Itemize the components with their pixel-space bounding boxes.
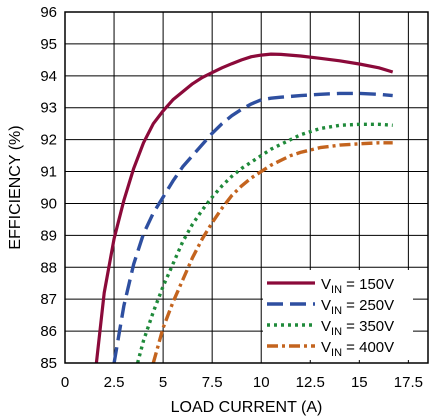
series-line <box>94 52 394 364</box>
series-line <box>151 141 393 364</box>
y-tick-label: 94 <box>40 68 57 85</box>
x-tick-label: 7.5 <box>202 374 223 391</box>
plot-frame <box>64 11 429 364</box>
y-tick-label: 86 <box>40 323 57 340</box>
series-layer <box>94 52 394 364</box>
legend-background <box>263 270 413 360</box>
y-tick-label: 91 <box>40 164 57 181</box>
x-axis-label: LOAD CURRENT (A) <box>171 399 323 416</box>
legend-label: VIN = 150V <box>321 276 394 296</box>
series-line <box>112 91 393 364</box>
y-tick-label: 92 <box>40 132 57 149</box>
x-tick-label: 17.5 <box>394 374 423 391</box>
y-tick-labels: 85 86 87 88 89 90 91 92 93 94 95 96 <box>40 4 57 372</box>
grid <box>65 12 428 363</box>
y-tick-label: 85 <box>40 355 57 372</box>
y-tick-label: 95 <box>40 36 57 53</box>
x-tick-label: 0 <box>61 374 69 391</box>
x-tick-label: 15 <box>351 374 368 391</box>
legend-label: VIN = 400V <box>321 339 394 359</box>
x-tick-label: 10 <box>253 374 270 391</box>
y-tick-label: 93 <box>40 100 57 117</box>
x-tick-label: 5 <box>159 374 167 391</box>
legend-label: VIN = 250V <box>321 297 394 317</box>
y-tick-label: 88 <box>40 259 57 276</box>
y-tick-label: 90 <box>40 195 57 212</box>
legend-label: VIN = 350V <box>321 318 394 338</box>
y-tick-label: 89 <box>40 227 57 244</box>
y-tick-label: 96 <box>40 4 57 21</box>
y-tick-label: 87 <box>40 291 57 308</box>
y-axis-label: EFFICIENCY (%) <box>7 125 24 249</box>
x-tick-label: 2.5 <box>104 374 125 391</box>
series-line <box>135 122 393 364</box>
x-tick-label: 12.5 <box>296 374 325 391</box>
x-tick-labels: 0 2.5 5 7.5 10 12.5 15 17.5 <box>61 374 423 391</box>
